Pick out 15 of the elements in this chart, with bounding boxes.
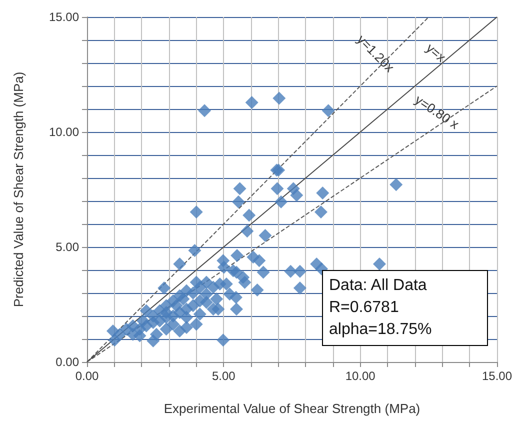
y-axis-title: Predicted Value of Shear Strength (MPa) [11,72,26,308]
x-tick-label: 0.00 [75,369,99,383]
y-tick-label: 15.00 [48,10,80,24]
y-tick-label: 0.00 [56,355,80,369]
x-tick-label: 10.00 [345,369,376,383]
x-tick-label: 15.00 [482,369,512,383]
text-box: Data: All Data R=0.6781 alpha=18.75% [322,270,488,346]
annotation: R=0.6781 [329,298,400,318]
y-tick-label: 10.00 [48,125,80,139]
text: y=x [423,40,450,66]
x-axis-title: Experimental Value of Shear Strength (MPa) [164,401,420,416]
annotation: alpha=18.75% [329,320,433,340]
x-tick-label: 5.00 [212,369,236,383]
y-tick-label: 5.00 [56,240,80,254]
annotation: Data: All Data [329,276,428,296]
